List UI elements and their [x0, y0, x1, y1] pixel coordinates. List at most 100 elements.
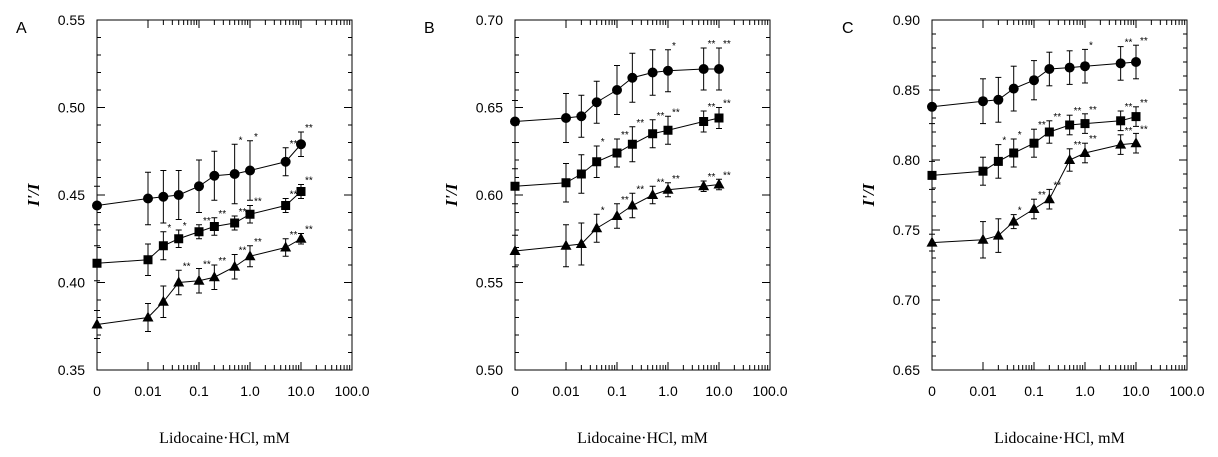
significance-label: *: [239, 135, 243, 146]
data-point-triangle: [91, 318, 103, 329]
data-point-circle: [647, 67, 658, 78]
significance-label: **: [183, 261, 191, 272]
significance-label: **: [1074, 106, 1082, 117]
data-point-square: [714, 113, 724, 123]
y-tick-label: 0.35: [58, 362, 85, 378]
data-point-square: [1029, 138, 1039, 148]
y-axis-label: I'/I: [24, 182, 43, 207]
data-point-triangle: [662, 183, 674, 194]
data-point-circle: [173, 190, 184, 200]
series-line-circle: [96, 143, 302, 206]
data-point-square: [648, 129, 658, 139]
series-triangle: ** ** ** ** ** ** **: [91, 225, 313, 339]
data-point-triangle: [244, 250, 256, 261]
significance-label: **: [636, 118, 644, 129]
data-point-square: [978, 166, 988, 176]
series-circle: * ** **: [510, 39, 731, 143]
data-point-square: [174, 234, 184, 244]
data-point-square: [927, 170, 937, 180]
x-tick-label: 10.0: [1122, 383, 1149, 399]
series-line-triangle: [96, 238, 302, 325]
data-point-square: [1009, 148, 1019, 158]
significance-label: *: [1002, 136, 1006, 147]
data-point-square: [993, 156, 1003, 166]
panel-c: C 0 0.01 0.1 1.0 10.0 100.0 0.65 0.70 0.75 0.80 0.8…: [842, 12, 1205, 447]
x-tick-label: 0.1: [1024, 383, 1044, 399]
significance-label: **: [1053, 112, 1061, 123]
x-tick-label: 100.0: [752, 383, 787, 399]
series-circle: * * ** **: [92, 123, 313, 226]
data-point-square: [245, 209, 255, 219]
significance-label: *: [183, 221, 187, 232]
series-square: **************: [92, 176, 313, 282]
data-point-triangle: [1008, 215, 1020, 226]
panel-a: A 0 0.01 0.1 1.0 10.0 100.0 0.35 0.40 0.45 0.50 0.5…: [16, 12, 370, 447]
data-point-circle: [280, 156, 291, 167]
data-point-triangle: [193, 274, 205, 285]
data-point-circle: [663, 65, 673, 76]
data-point-triangle: [1115, 138, 1127, 149]
significance-label: **: [723, 99, 731, 110]
y-tick-label: 0.45: [58, 187, 85, 203]
x-tick-label: 0.01: [552, 383, 579, 399]
data-point-triangle: [173, 276, 185, 287]
significance-label: **: [1074, 140, 1082, 151]
data-point-circle: [627, 72, 638, 83]
significance-label: *: [1018, 130, 1022, 141]
data-point-circle: [1115, 58, 1126, 69]
significance-label: **: [621, 195, 629, 206]
data-point-square: [612, 148, 622, 158]
data-point-triangle: [1064, 154, 1076, 164]
significance-label: **: [290, 139, 298, 150]
data-point-circle: [698, 64, 709, 74]
data-point-circle: [158, 191, 169, 202]
y-tick-label: 0.85: [893, 82, 920, 98]
significance-label: **: [657, 111, 665, 122]
data-point-triangle: [1079, 147, 1091, 157]
x-axis-label: Lidocaine·HCl, mM: [577, 430, 708, 447]
data-point-square: [1116, 116, 1126, 126]
significance-label: *: [1018, 206, 1022, 217]
significance-label: **: [290, 190, 298, 201]
data-point-triangle: [280, 241, 292, 252]
series-line-square: [96, 191, 302, 264]
x-tick-label: 1.0: [240, 383, 260, 399]
data-point-triangle: [591, 222, 603, 233]
data-point-triangle: [142, 311, 154, 322]
data-point-triangle: [698, 180, 710, 191]
significance-label: **: [621, 130, 629, 141]
x-axis-label: Lidocaine·HCl, mM: [994, 430, 1125, 447]
significance-label: *: [1089, 40, 1093, 51]
series-square: ******* ** ** **: [510, 99, 731, 205]
significance-label: **: [305, 123, 313, 134]
data-point-triangle: [575, 238, 587, 248]
significance-label: *: [601, 205, 605, 216]
significance-label: **: [290, 230, 298, 241]
significance-label: **: [218, 256, 226, 267]
significance-label: *: [601, 137, 605, 148]
plot-frame: [931, 19, 1188, 371]
data-point-circle: [245, 165, 255, 176]
significance-label: **: [239, 246, 247, 257]
significance-label: **: [672, 174, 680, 185]
panel-label: C: [842, 20, 854, 37]
data-point-triangle: [713, 178, 725, 189]
data-point-square: [1065, 120, 1075, 130]
series-circle: * ** **: [927, 36, 1148, 125]
y-tick-label: 0.65: [893, 362, 920, 378]
data-point-triangle: [611, 210, 623, 220]
significance-label: *: [167, 223, 171, 234]
y-tick-label: 0.55: [58, 12, 85, 28]
data-point-square: [663, 125, 673, 135]
significance-label: **: [1038, 190, 1046, 201]
x-tick-label: 100.0: [1169, 383, 1204, 399]
x-tick-label: 10.0: [705, 383, 732, 399]
data-point-triangle: [509, 245, 521, 255]
data-point-circle: [576, 111, 587, 122]
data-point-triangle: [977, 233, 989, 244]
data-point-square: [194, 227, 204, 237]
data-point-triangle: [295, 232, 307, 243]
series-line-triangle: [931, 142, 1137, 244]
significance-label: **: [254, 237, 262, 248]
data-point-triangle: [1043, 193, 1055, 204]
